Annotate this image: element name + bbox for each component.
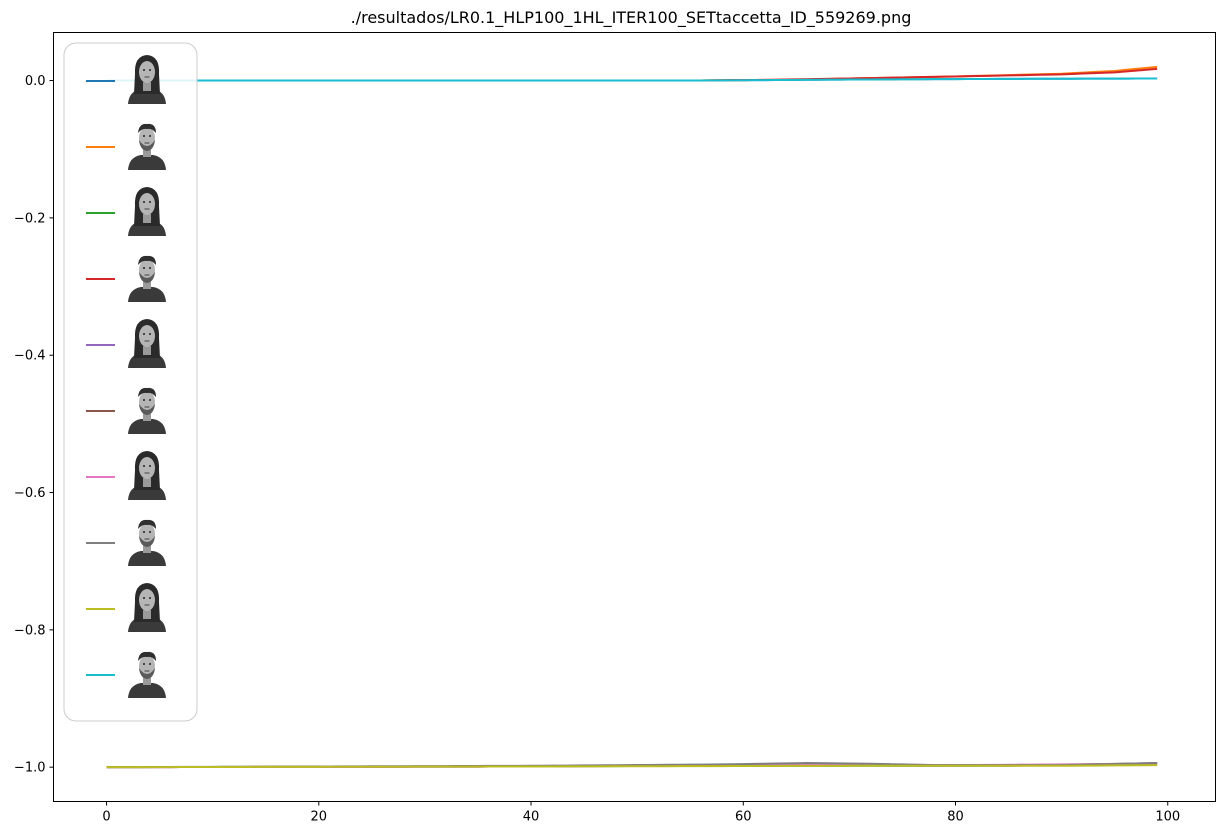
series-line-9 — [106, 764, 1158, 769]
face-male-shout-icon — [128, 387, 166, 434]
face-female-surprise-icon — [128, 451, 166, 500]
x-tick-label: 80 — [947, 810, 964, 825]
y-tick-label: −0.4 — [14, 349, 46, 364]
plot-area-frame — [53, 32, 1216, 802]
y-tick-label: −0.6 — [14, 486, 46, 501]
x-tick-label: 0 — [102, 810, 110, 825]
chart-title: ./resultados/LR0.1_HLP100_1HL_ITER100_SE… — [351, 8, 912, 28]
face-female-neutral-2-icon — [128, 583, 166, 632]
face-male-smile-icon — [128, 255, 166, 302]
x-tick-label: 40 — [523, 810, 540, 825]
series-layer — [106, 65, 1158, 769]
series-line-10 — [106, 77, 1158, 82]
x-tick-label: 60 — [735, 810, 752, 825]
y-tick-label: −0.8 — [14, 623, 46, 638]
x-tick-label: 20 — [311, 810, 328, 825]
y-tick-label: −1.0 — [14, 761, 46, 776]
y-tick-label: −0.2 — [14, 211, 46, 226]
x-tick-label: 100 — [1155, 810, 1180, 825]
face-female-neutral-icon — [128, 55, 166, 104]
face-male-neutral-icon — [128, 123, 166, 170]
face-female-smile-icon — [128, 187, 166, 236]
face-female-angry-icon — [128, 319, 166, 368]
y-axis: 0.0 −0.2 −0.4 −0.6 −0.8 −1.0 — [14, 74, 54, 776]
face-male-surprise-icon — [128, 519, 166, 566]
y-tick-label: 0.0 — [25, 74, 46, 89]
legend — [63, 42, 198, 722]
x-axis: 0 20 40 60 80 100 — [102, 801, 1180, 825]
legend-box — [63, 42, 198, 722]
face-male-neutral-2-icon — [128, 651, 166, 698]
